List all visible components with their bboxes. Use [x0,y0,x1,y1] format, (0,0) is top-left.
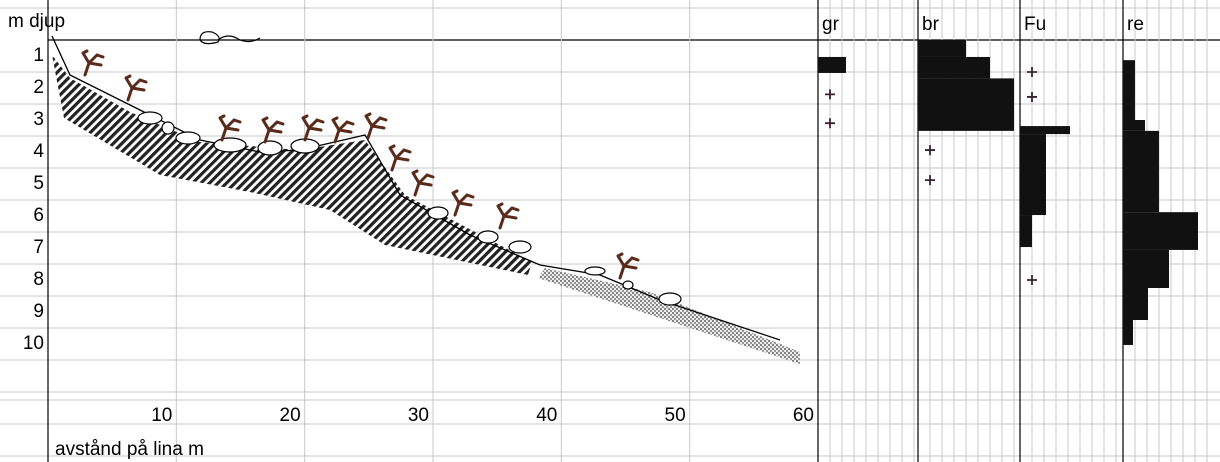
bar [1123,249,1169,288]
species-label: Fu [1024,14,1046,35]
profile [51,31,800,364]
distance-label: avstånd på lina m [55,439,204,460]
y-tick-label: 3 [33,109,44,130]
x-tick-label: 40 [536,405,557,426]
bar [1020,215,1032,248]
x-tick-label: 20 [280,405,301,426]
presence-mark [1027,275,1037,285]
y-tick-label: 4 [33,141,44,162]
species-label: gr [822,14,840,35]
presence-mark [925,175,935,186]
y-tick-label: 6 [33,205,44,226]
bar [818,56,846,73]
depth-label: m djup [8,11,65,32]
presence-mark [1027,91,1037,102]
x-tick-label: 50 [665,405,686,426]
species-label: br [922,14,940,35]
bar [1123,320,1133,345]
y-tick-label: 8 [33,269,44,290]
y-tick-label: 2 [33,77,44,98]
bar [1123,60,1135,120]
bar [1123,212,1198,250]
bar [1123,120,1145,131]
y-tick-label: 9 [33,301,44,322]
bar [918,40,966,57]
bar [1020,134,1046,216]
presence-mark [825,118,835,129]
x-tick-label: 30 [408,405,429,426]
presence-mark [925,145,935,156]
presence-mark [1027,67,1037,77]
y-tick-label: 5 [33,173,44,194]
species-label: re [1127,14,1144,35]
presence-mark [825,89,835,100]
bar [918,56,990,79]
bar [918,78,1014,131]
bar [1020,126,1070,135]
bar [1123,288,1148,320]
y-tick-label: 10 [23,333,44,354]
x-tick-label: 60 [793,405,814,426]
y-tick-label: 7 [33,237,44,258]
x-tick-label: 10 [151,405,172,426]
y-tick-label: 1 [33,45,44,66]
bar [1123,130,1159,213]
